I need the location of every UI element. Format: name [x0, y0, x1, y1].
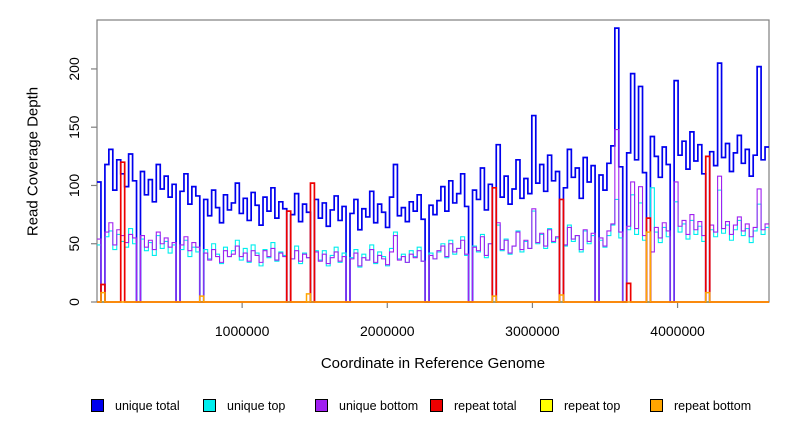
series-repeat-bottom	[97, 231, 769, 303]
legend-item-repeat-total: repeat total	[430, 398, 517, 413]
series-repeat-total	[97, 155, 769, 303]
legend-label: repeat top	[564, 398, 621, 413]
y-axis-title: Read Coverage Depth	[24, 86, 42, 237]
legend: unique total unique top unique bottom repea…	[0, 399, 792, 415]
y-tick-label: 50	[66, 236, 82, 252]
legend-swatch-repeat-top	[540, 399, 553, 412]
x-tick-label: 1000000	[215, 323, 270, 339]
y-tick-label: 150	[66, 115, 82, 139]
legend-item-unique-total: unique total	[91, 398, 180, 413]
legend-label: repeat bottom	[674, 398, 752, 413]
x-tick-label: 3000000	[505, 323, 560, 339]
legend-swatch-repeat-bottom	[650, 399, 663, 412]
legend-label: unique total	[115, 398, 180, 413]
legend-item-repeat-bottom: repeat bottom	[650, 398, 752, 413]
legend-label: repeat total	[454, 398, 517, 413]
legend-swatch-unique-bottom	[315, 399, 328, 412]
series-unique-total	[97, 27, 769, 303]
legend-swatch-repeat-total	[430, 399, 443, 412]
legend-label: unique bottom	[339, 398, 419, 413]
x-tick-label: 4000000	[650, 323, 705, 339]
legend-swatch-unique-total	[91, 399, 104, 412]
legend-item-repeat-top: repeat top	[540, 398, 621, 413]
x-tick-label: 2000000	[360, 323, 415, 339]
y-tick-label: 0	[66, 298, 82, 306]
y-tick-label: 100	[66, 174, 82, 198]
y-tick-label: 200	[66, 57, 82, 81]
x-axis-title: Coordinate in Reference Genome	[320, 355, 546, 372]
legend-item-unique-top: unique top	[203, 398, 286, 413]
plot-box	[96, 19, 770, 303]
plot-area: 1000000 2000000 3000000 4000000 0 50 100 150 200	[66, 19, 770, 339]
legend-label: unique top	[227, 398, 286, 413]
legend-item-unique-bottom: unique bottom	[315, 398, 419, 413]
series-unique-bottom	[97, 128, 769, 303]
legend-swatch-unique-top	[203, 399, 216, 412]
